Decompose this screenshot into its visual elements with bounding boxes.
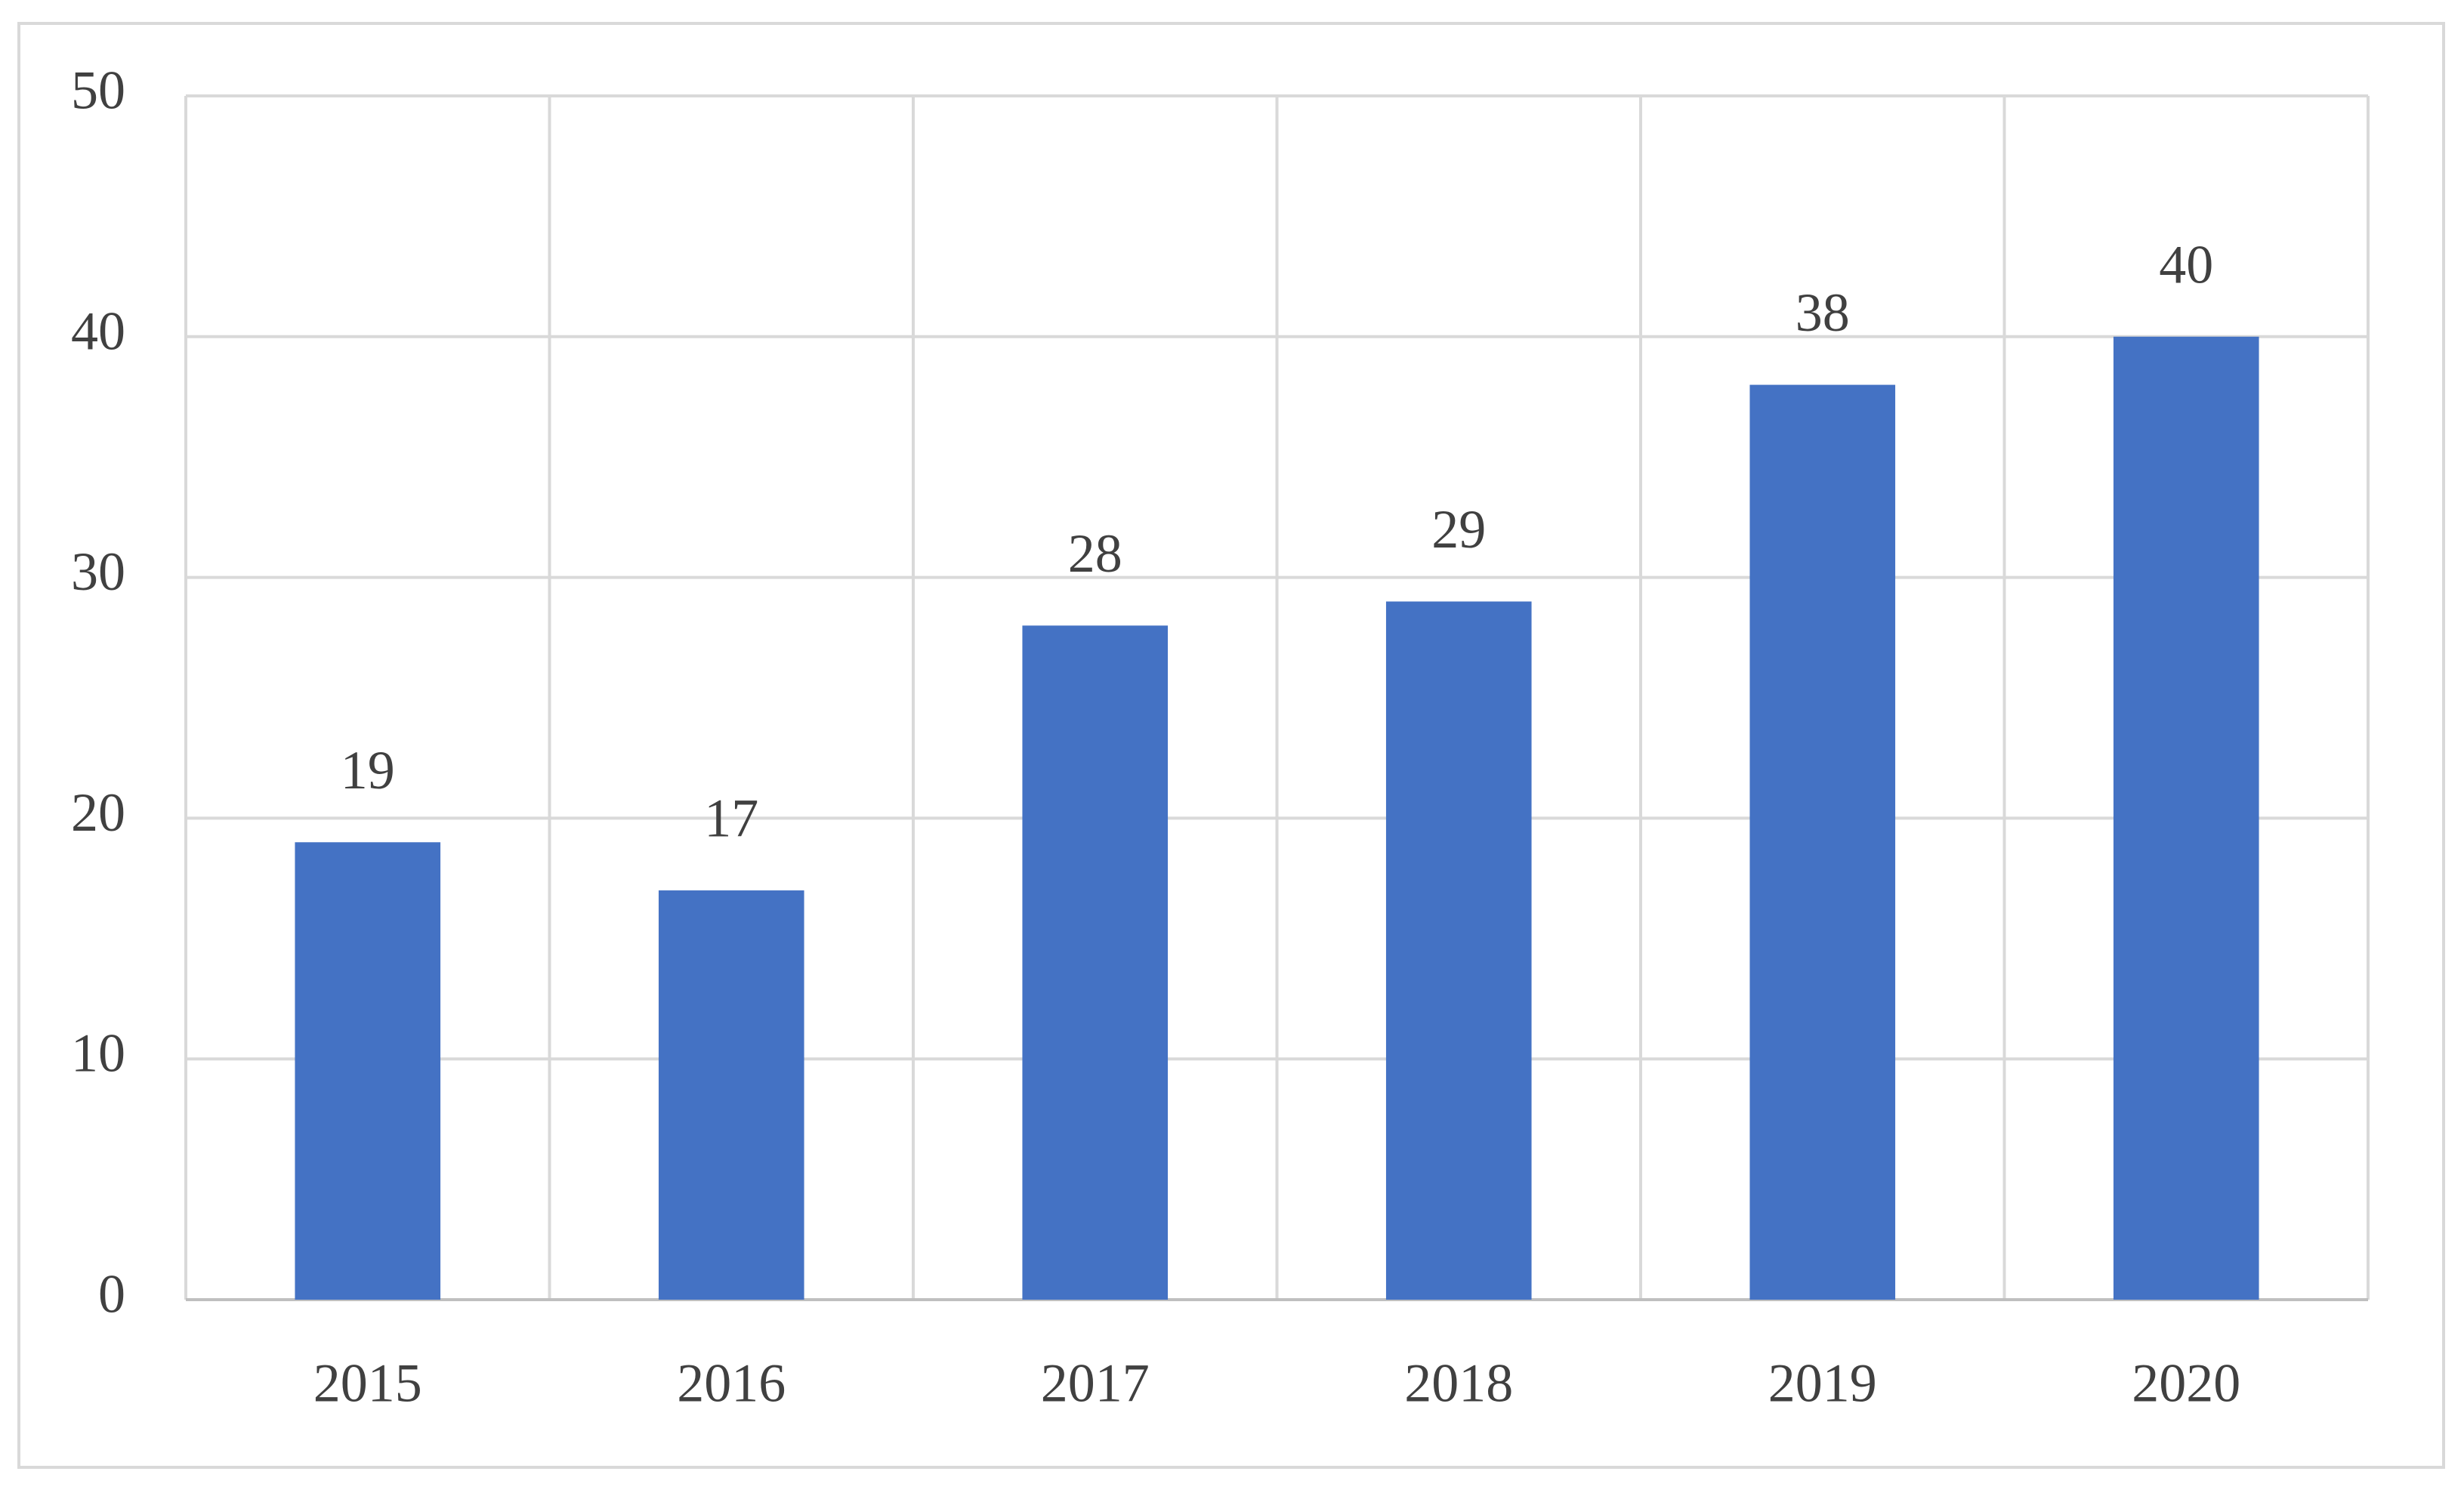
y-tick-label: 50 bbox=[71, 60, 125, 121]
x-tick-label: 2018 bbox=[1404, 1353, 1513, 1414]
data-label: 28 bbox=[1068, 523, 1122, 584]
bar bbox=[2113, 336, 2259, 1300]
bar bbox=[658, 890, 804, 1300]
x-tick-label: 2015 bbox=[313, 1353, 422, 1414]
data-label: 17 bbox=[704, 788, 758, 849]
y-tick-label: 20 bbox=[71, 782, 125, 843]
y-tick-label: 30 bbox=[71, 541, 125, 602]
data-label: 29 bbox=[1431, 499, 1486, 560]
x-tick-label: 2016 bbox=[677, 1353, 786, 1414]
data-label: 40 bbox=[2159, 234, 2213, 295]
data-label: 38 bbox=[1796, 282, 1850, 343]
y-tick-label: 40 bbox=[71, 301, 125, 361]
bar bbox=[295, 842, 441, 1300]
x-tick-label: 2020 bbox=[2132, 1353, 2240, 1414]
x-tick-label: 2017 bbox=[1041, 1353, 1150, 1414]
y-tick-label: 10 bbox=[71, 1023, 125, 1084]
y-tick-label: 0 bbox=[98, 1264, 125, 1325]
bar bbox=[1749, 384, 1896, 1300]
x-tick-label: 2019 bbox=[1768, 1353, 1877, 1414]
bar bbox=[1022, 625, 1169, 1300]
data-label: 19 bbox=[341, 740, 395, 800]
bar bbox=[1385, 601, 1532, 1300]
